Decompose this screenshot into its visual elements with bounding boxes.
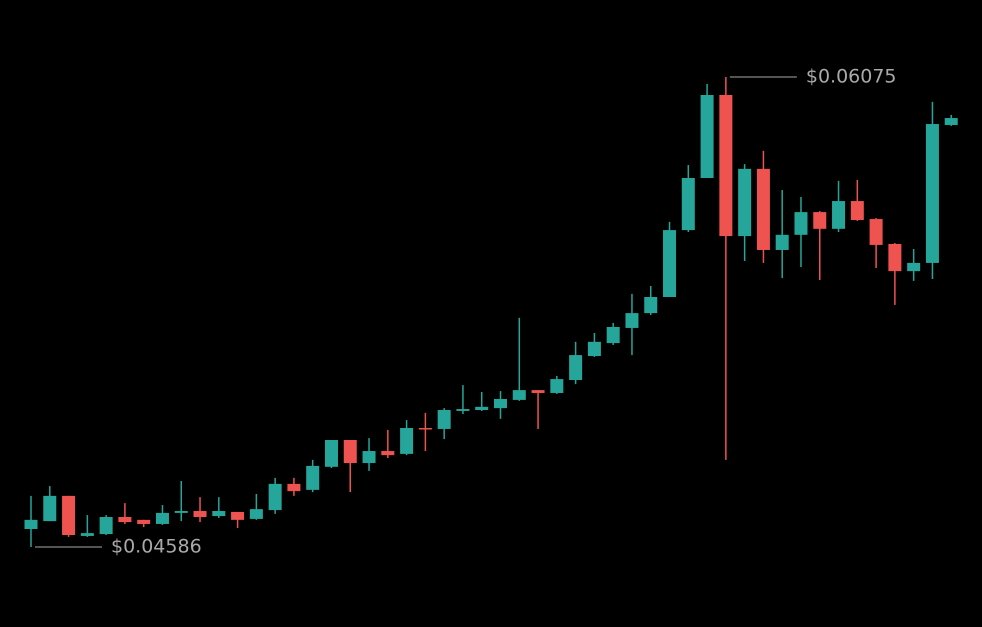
candle-body (850, 201, 864, 220)
annotation-label: $0.06075 (806, 66, 897, 88)
candle-body (832, 201, 846, 229)
candle-body (681, 178, 695, 231)
candle-body (437, 410, 451, 429)
candle-body (118, 517, 132, 523)
candle-body (456, 409, 470, 411)
candle-body (569, 355, 583, 381)
candle-body (644, 297, 658, 314)
candle-body (43, 495, 57, 522)
candle-body (794, 212, 808, 235)
annotation-label: $0.04586 (111, 536, 202, 558)
candle-body (137, 519, 151, 524)
candle-body (324, 439, 338, 467)
candle-body (174, 511, 188, 513)
candle-body (512, 390, 526, 400)
candle-body (625, 313, 639, 328)
candle-body (869, 219, 883, 245)
candle-body (193, 511, 207, 518)
candle-body (80, 533, 94, 536)
candle-body (550, 379, 564, 393)
candle-body (587, 341, 601, 357)
candle-body (888, 243, 902, 272)
candle-body (381, 451, 395, 456)
candle-body (362, 451, 376, 464)
candle-body (62, 495, 76, 536)
candle-body (775, 234, 789, 250)
candle-body (719, 94, 733, 237)
candle-body (907, 262, 921, 272)
candle-body (99, 517, 113, 535)
candle-body (738, 168, 752, 237)
candle-body (944, 118, 958, 125)
candle-body (663, 230, 677, 298)
candle-body (531, 390, 545, 393)
candle-body (268, 483, 282, 511)
candle-body (306, 465, 320, 490)
candle-body (606, 326, 620, 344)
candle-body (756, 168, 770, 250)
candle-body (249, 509, 263, 519)
candle-body (231, 511, 245, 520)
candle-body (813, 212, 827, 229)
candle-body (700, 94, 714, 179)
candle-body (494, 398, 507, 409)
candle-body (418, 428, 432, 430)
candle-body (925, 124, 939, 263)
candle-body (287, 483, 301, 492)
candle-body (343, 439, 357, 464)
candle-body (155, 512, 169, 524)
candle-body (400, 428, 414, 454)
candle-body (475, 406, 489, 411)
candle-body (212, 511, 226, 517)
candle-body (24, 519, 38, 530)
